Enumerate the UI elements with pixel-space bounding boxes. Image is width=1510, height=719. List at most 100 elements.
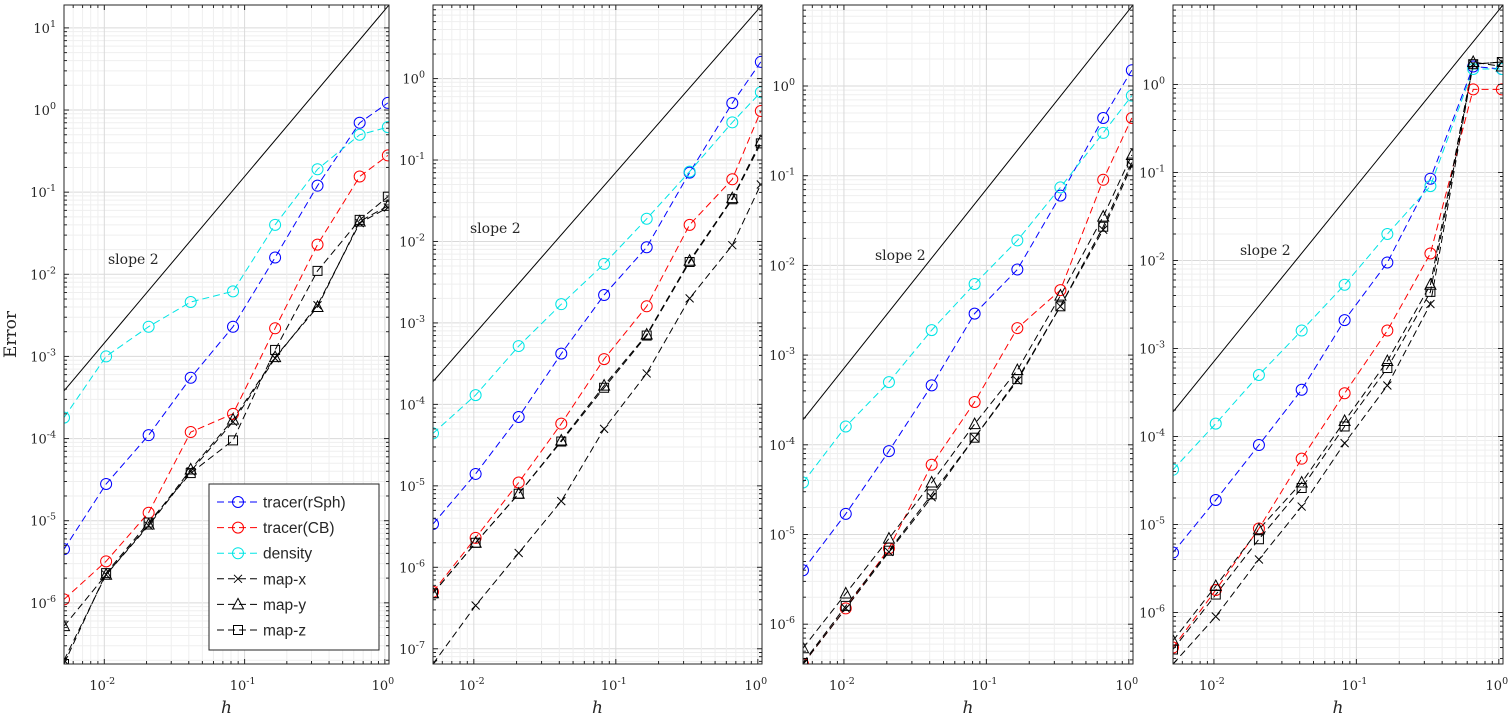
data-point-tracer(CB) (1467, 83, 1480, 96)
data-point-tracer(rSph) (640, 241, 653, 254)
data-point-map-x (642, 369, 652, 378)
data-point-map-z (1253, 534, 1264, 545)
data-point-density (64, 411, 70, 424)
data-point-tracer(CB) (353, 170, 366, 183)
data-point-map-x (1254, 555, 1264, 564)
data-point-density (100, 350, 113, 363)
data-point-density (839, 420, 852, 433)
series-line-map-y (433, 140, 762, 594)
data-point-map-x (803, 659, 808, 664)
data-point-density (598, 257, 611, 270)
data-point-map-x (1127, 161, 1133, 170)
y-axis-label: Error (1, 310, 21, 358)
data-point-map-y (597, 378, 611, 391)
data-point-density (1295, 324, 1308, 337)
data-point-map-x (1173, 659, 1178, 664)
y-tick-label: 10-1 (399, 151, 425, 169)
y-tick-label: 100 (1142, 75, 1165, 93)
data-point-tracer(CB) (1424, 247, 1437, 260)
y-tick-label: 10-6 (1139, 604, 1165, 622)
data-point-map-y (640, 327, 654, 340)
x-axis-label: h (221, 698, 232, 718)
data-point-tracer(CB) (311, 238, 324, 251)
data-point-map-z (228, 435, 239, 446)
data-point-tracer(CB) (968, 396, 981, 409)
legend-label: tracer(CB) (263, 520, 334, 537)
legend-item: map-x (217, 571, 306, 588)
series-line-density (1173, 68, 1502, 471)
series-line-density (433, 91, 762, 434)
data-point-map-x (471, 601, 480, 610)
data-point-map-y (803, 641, 810, 654)
data-point-map-y (754, 134, 762, 147)
data-point-tracer(CB) (269, 322, 282, 335)
series-group (433, 5, 762, 664)
data-point-tracer(rSph) (353, 116, 366, 129)
data-point-tracer(CB) (64, 593, 70, 606)
legend: tracer(rSph) tracer(CB) density map-x map-y m… (208, 483, 380, 651)
y-tick-label: 10-4 (1139, 428, 1165, 446)
data-point-map-x (1056, 301, 1065, 311)
grid (803, 5, 1133, 664)
data-point-tracer(CB) (555, 417, 568, 430)
slope-annotation: slope 2 (875, 248, 926, 264)
data-point-density (882, 376, 895, 389)
data-point-map-y (99, 567, 113, 580)
data-point-map-y (353, 214, 366, 227)
legend-marker (231, 597, 245, 610)
data-point-tracer(CB) (1097, 173, 1110, 186)
series-line-tracer(rSph) (64, 102, 389, 550)
axes-box (63, 4, 390, 665)
data-point-map-z (143, 517, 154, 528)
data-point-map-z (727, 194, 738, 205)
data-point-tracer(rSph) (968, 307, 981, 320)
data-point-map-z (599, 382, 610, 393)
chart-panel-4: 10-6 10-5 10-4 10-3 10-2 10-1 100 10-2 10-1 100 h s… (1139, 4, 1508, 718)
y-tick-label: 10-6 (399, 558, 425, 576)
data-point-map-x (1211, 612, 1221, 621)
data-point-tracer(rSph) (1125, 64, 1133, 77)
y-tick-label: 10-2 (769, 256, 795, 274)
chart-panel-3: 10-6 10-5 10-4 10-3 10-2 10-1 100 10-2 10-1 100 h s… (769, 4, 1138, 718)
plot-area (803, 5, 1133, 664)
series-line-map-z (803, 162, 1133, 664)
series-line-tracer(rSph) (433, 61, 762, 525)
x-tick-label: 100 (372, 676, 395, 694)
data-point-map-y (268, 350, 282, 363)
data-point-tracer(rSph) (726, 97, 739, 110)
data-point-tracer(rSph) (469, 467, 482, 480)
series-line-map-z (433, 143, 762, 594)
data-point-map-y (64, 619, 71, 632)
data-point-map-x (313, 300, 322, 310)
data-point-map-y (683, 253, 696, 266)
data-point-tracer(rSph) (269, 251, 282, 264)
y-tick-label: 10-2 (30, 265, 56, 283)
data-point-tracer(CB) (184, 426, 197, 439)
y-tick-label: 10-1 (30, 183, 56, 201)
data-point-map-z (755, 138, 762, 149)
y-tick-label: 10-5 (1139, 516, 1165, 534)
data-point-tracer(rSph) (1381, 256, 1394, 269)
data-point-map-z (1012, 374, 1023, 385)
x-tick-label: 10-1 (971, 676, 997, 694)
data-point-map-x (1426, 299, 1435, 309)
y-tick-label: 10-1 (769, 167, 795, 185)
slope-2-reference-line (1173, 5, 1503, 413)
data-point-map-z (185, 468, 196, 479)
data-point-density (142, 320, 155, 333)
data-point-map-z (1296, 482, 1307, 493)
legend-item: map-z (217, 623, 306, 640)
y-tick-label: 10-3 (30, 347, 56, 365)
data-point-map-z (101, 568, 112, 579)
data-point-map-x (970, 433, 979, 443)
slope-annotation: slope 2 (1240, 243, 1291, 259)
x-tick-label: 100 (745, 676, 768, 694)
legend-marker (232, 547, 244, 560)
y-tick-label: 10-6 (30, 594, 56, 612)
x-axis-label: h (1333, 698, 1344, 718)
data-point-map-x (64, 655, 69, 664)
data-point-map-y (433, 586, 440, 599)
data-point-tracer(rSph) (100, 477, 113, 490)
data-point-tracer(rSph) (142, 429, 155, 442)
data-point-tracer(rSph) (381, 96, 389, 109)
